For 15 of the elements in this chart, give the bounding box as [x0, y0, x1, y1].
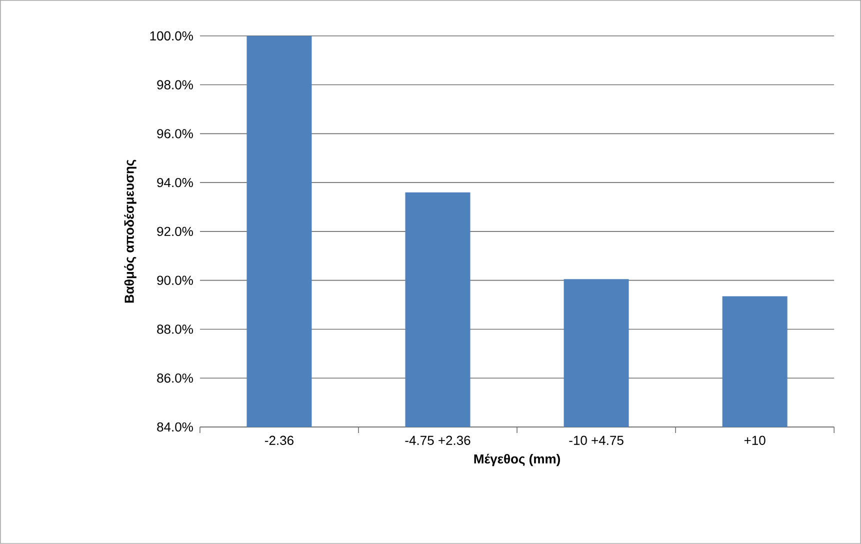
x-tick-label: -2.36 [264, 436, 294, 446]
x-tick-label: -4.75 +2.36 [405, 436, 470, 446]
x-tick-label: -10 +4.75 [569, 436, 624, 446]
y-tick-label: 90.0% [157, 276, 193, 285]
y-tick-label: 84.0% [157, 422, 193, 432]
y-tick-label: 92.0% [157, 226, 193, 236]
x-tick-label: +10 [744, 436, 766, 446]
y-axis-title: Βαθμός αποδέσμευσης [124, 160, 136, 303]
y-tick-label: 88.0% [157, 324, 193, 334]
y-tick-label: 96.0% [157, 129, 193, 138]
y-tick-label: 94.0% [157, 178, 193, 188]
x-axis-title: Μέγεθος (mm) [474, 454, 560, 466]
y-tick-label: 100.0% [150, 31, 193, 41]
y-tick-label: 86.0% [157, 374, 193, 383]
y-tick-label: 98.0% [157, 80, 193, 90]
